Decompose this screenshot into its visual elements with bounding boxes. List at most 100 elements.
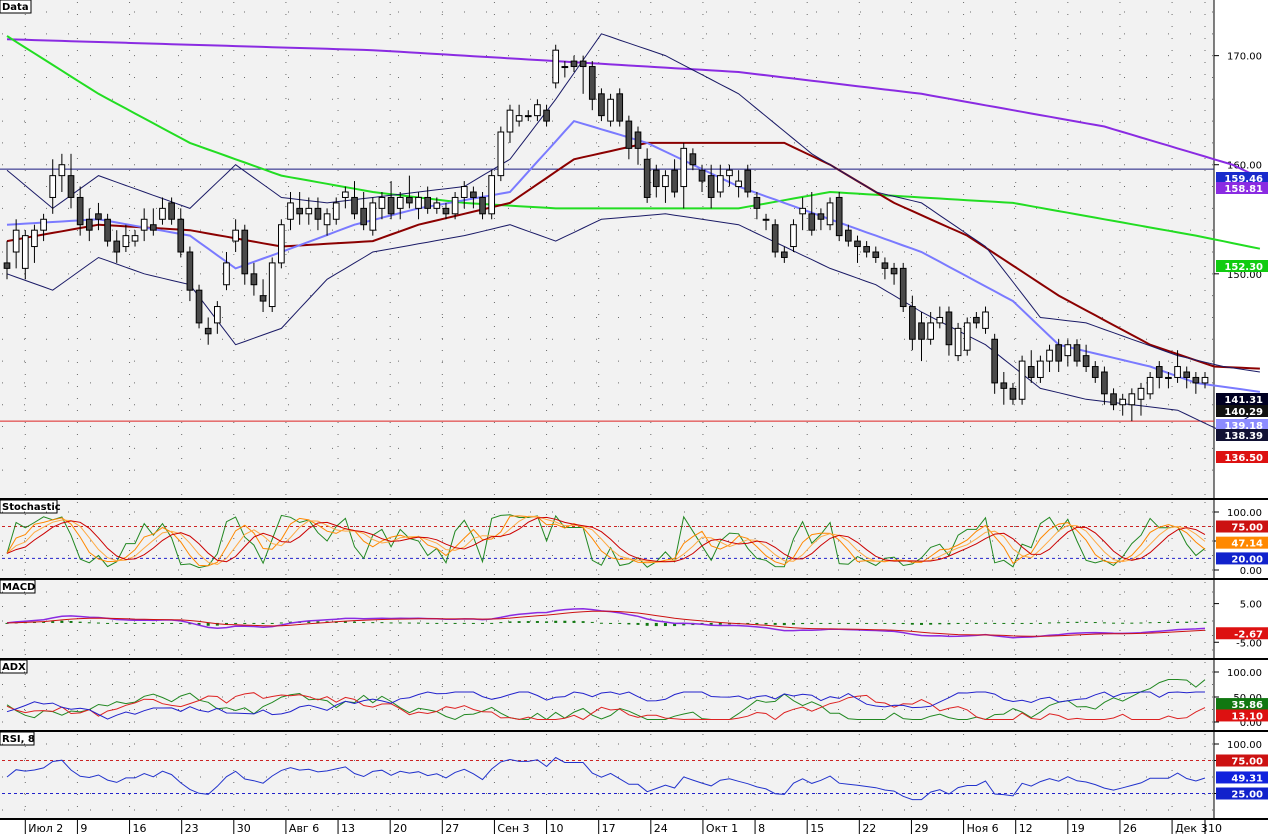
candle-up	[1137, 387, 1145, 400]
candle-down	[598, 93, 605, 117]
price-tag-label: -2.67	[1234, 629, 1263, 640]
macd-histogram-bar	[1075, 621, 1079, 623]
macd-histogram-bar	[901, 622, 905, 625]
macd-histogram-bar	[938, 622, 942, 625]
price-tag-label: 152.30	[1224, 262, 1263, 273]
candle-down	[543, 109, 550, 122]
macd-histogram-bar	[1011, 622, 1015, 625]
macd-histogram-bar	[270, 622, 274, 624]
candle-up	[378, 196, 386, 209]
candle-up	[1119, 398, 1127, 406]
candle-up	[58, 164, 66, 177]
macd-histogram-bar	[1057, 622, 1061, 624]
adx-line	[6, 692, 1206, 721]
candle-up	[488, 175, 496, 215]
price-tag-label: 13.10	[1231, 711, 1263, 722]
candle-down	[104, 218, 111, 242]
candle-down	[3, 262, 11, 269]
macd-histogram-bar	[636, 622, 640, 625]
date-label: 20	[393, 822, 407, 834]
macd-histogram-bar	[261, 622, 265, 624]
macd-histogram-bar	[1130, 622, 1134, 624]
macd-histogram-bar	[51, 621, 55, 623]
price-tag-box	[1216, 771, 1268, 784]
macd-histogram-bar	[654, 622, 658, 627]
macd-histogram-bar	[645, 622, 649, 626]
candle-up	[12, 229, 20, 253]
date-label: 13	[341, 822, 355, 834]
macd-histogram-bar	[87, 622, 91, 624]
candle-down	[570, 60, 578, 68]
macd-histogram-bar	[60, 620, 64, 623]
price-tag-label: 159.46	[1224, 174, 1263, 185]
candle-up	[433, 202, 441, 209]
candle-up	[954, 327, 962, 357]
macd-histogram-bar	[874, 622, 878, 624]
price-tag-box	[1216, 419, 1268, 431]
macd-histogram-bar	[572, 620, 576, 623]
candle-up	[561, 66, 569, 69]
candle-down	[85, 218, 93, 231]
candle-down	[250, 273, 258, 286]
panel-background	[0, 580, 1214, 658]
candle-up	[1046, 349, 1053, 362]
candle-down	[195, 289, 203, 324]
macd-histogram-bar	[78, 621, 82, 623]
candle-down	[177, 218, 185, 253]
macd-histogram-bar	[362, 622, 366, 624]
macd-signal-line	[6, 610, 1206, 637]
macd-histogram-bar	[1048, 622, 1052, 624]
candle-up	[451, 196, 459, 215]
candle-down	[168, 202, 175, 220]
y-tick-label: 5.00	[1240, 600, 1262, 611]
candle-down	[579, 60, 587, 68]
macd-histogram-bar	[1093, 622, 1097, 624]
adx-line	[6, 679, 1206, 721]
axis-background	[1214, 580, 1268, 658]
candle-down	[424, 196, 432, 209]
candle-down	[845, 229, 852, 242]
y-tick-label: -5.00	[1236, 638, 1262, 649]
y-tick-label: 100.00	[1227, 668, 1262, 679]
candle-down	[479, 196, 486, 215]
candle-up	[534, 104, 541, 117]
panel-title: Stochastic	[2, 502, 61, 513]
candle-down	[890, 267, 898, 275]
candle-up	[278, 224, 285, 264]
macd-histogram-bar	[1194, 621, 1198, 623]
macd-histogram-bar	[782, 622, 786, 626]
candle-up	[159, 207, 166, 220]
macd-histogram-bar	[234, 622, 238, 624]
candle-down	[259, 295, 267, 302]
macd-histogram-bar	[965, 622, 969, 624]
date-label: 15	[810, 822, 824, 834]
panel-background	[0, 500, 1214, 578]
macd-histogram-bar	[517, 621, 521, 623]
panel-title-box	[0, 659, 28, 674]
candle-down	[241, 229, 249, 275]
date-axis-background	[0, 820, 1214, 834]
candle-down	[186, 251, 194, 291]
macd-histogram-bar	[1038, 622, 1042, 624]
macd-histogram-bar	[224, 622, 228, 625]
date-label: Ноя 6	[967, 822, 999, 834]
macd-histogram-bar	[124, 622, 128, 624]
price-tag-box	[1216, 536, 1268, 549]
macd-histogram-bar	[810, 622, 814, 624]
macd-histogram-bar	[389, 622, 393, 624]
price-tag-label: 47.14	[1231, 539, 1263, 550]
y-tick-label: 100.00	[1227, 740, 1262, 751]
price-tag-box	[1216, 260, 1268, 272]
date-label: 9	[80, 822, 87, 834]
price-tag-box	[1216, 627, 1268, 640]
candle-up	[131, 235, 139, 242]
date-label: Дек 3	[1175, 822, 1208, 834]
candle-up	[122, 235, 130, 248]
macd-histogram-bar	[773, 622, 777, 625]
macd-histogram-bar	[627, 622, 631, 625]
candle-up	[1128, 393, 1136, 406]
macd-histogram-bar	[279, 622, 283, 624]
candle-down	[442, 207, 450, 215]
macd-histogram-bar	[764, 622, 768, 625]
